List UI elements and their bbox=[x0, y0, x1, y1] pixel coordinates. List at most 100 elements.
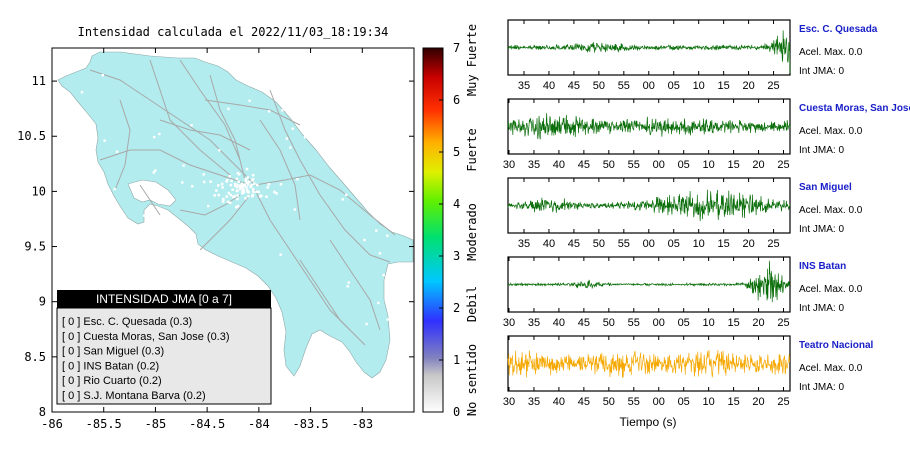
waveform-tick-label: 30 bbox=[503, 396, 515, 408]
waveform-tick-label: 00 bbox=[653, 159, 665, 171]
map-x-axis: -86 -85.5 -85 -84.5 -84 -83.5 -83 bbox=[41, 48, 373, 431]
int-jma-label: Int JMA: 0 bbox=[799, 382, 844, 393]
waveform-tick-label: 35 bbox=[528, 159, 540, 171]
waveform-tick-label: 45 bbox=[578, 159, 590, 171]
town-marker bbox=[363, 238, 366, 242]
city-marker bbox=[255, 190, 258, 194]
city-marker bbox=[237, 173, 241, 176]
road bbox=[89, 69, 256, 186]
city-marker bbox=[231, 188, 234, 191]
city-marker bbox=[222, 197, 225, 201]
waveform-tick-label: 25 bbox=[777, 317, 789, 329]
city-marker bbox=[236, 197, 239, 201]
town-marker bbox=[101, 74, 104, 77]
legend-item: [ 0 ] Rio Cuarto (0.2) bbox=[62, 375, 162, 387]
town-marker bbox=[80, 91, 84, 94]
waveform-tick-label: 20 bbox=[752, 317, 764, 329]
waveform-tick-label: 10 bbox=[693, 80, 705, 92]
map-frame bbox=[51, 47, 415, 413]
city-marker bbox=[251, 179, 254, 182]
city-marker bbox=[203, 180, 206, 184]
map-x-tick-label: -83.5 bbox=[293, 417, 329, 431]
city-marker bbox=[227, 191, 231, 195]
legend-item: [ 0 ] Esc. C. Quesada (0.3) bbox=[62, 316, 192, 328]
city-marker bbox=[225, 180, 228, 183]
waveform-tick-label: 45 bbox=[568, 238, 580, 250]
waveform-tick-label: 10 bbox=[693, 238, 705, 250]
city-marker bbox=[249, 185, 252, 189]
road bbox=[254, 174, 396, 236]
road bbox=[179, 194, 241, 216]
city-marker bbox=[266, 186, 269, 189]
waveform-tick-label: 15 bbox=[727, 159, 739, 171]
town-marker bbox=[91, 286, 94, 289]
city-marker bbox=[240, 182, 244, 186]
town-marker bbox=[141, 244, 144, 248]
town-marker bbox=[190, 124, 193, 127]
city-marker bbox=[246, 176, 249, 179]
city-marker bbox=[236, 189, 239, 193]
town-marker bbox=[116, 232, 120, 235]
waveform-trace bbox=[507, 30, 791, 74]
waveform-tick-label: 05 bbox=[678, 159, 690, 171]
city-marker bbox=[244, 178, 247, 181]
int-jma-label: Int JMA: 0 bbox=[799, 66, 844, 77]
colorbar-tick-label: 3 bbox=[453, 249, 460, 263]
town-marker bbox=[143, 214, 146, 217]
waveform-tick-label: 05 bbox=[668, 80, 680, 92]
city-marker bbox=[235, 185, 239, 188]
city-marker bbox=[235, 177, 239, 181]
city-marker bbox=[230, 179, 233, 182]
waveform-panels: 35 40 45 50 55 00 05 10 15 20 25 Esc. C. Quesada Ace… bbox=[503, 19, 910, 408]
map-area bbox=[57, 51, 414, 379]
town-marker bbox=[158, 132, 161, 136]
town-marker bbox=[281, 109, 284, 112]
map-x-tick-label: -84.5 bbox=[189, 417, 225, 431]
waveform-tick-label: 50 bbox=[603, 396, 615, 408]
waveform-tick-label: 50 bbox=[603, 317, 615, 329]
waveform-tick-label: 00 bbox=[653, 396, 665, 408]
colorbar-tick-label: 6 bbox=[453, 93, 460, 107]
city-marker bbox=[226, 178, 229, 182]
waveform-tick-label: 05 bbox=[678, 317, 690, 329]
city-marker bbox=[251, 188, 255, 191]
town-marker bbox=[180, 241, 183, 244]
waveform-tick-label: 10 bbox=[703, 317, 715, 329]
station-name: San Miguel bbox=[799, 182, 852, 193]
town-marker bbox=[377, 301, 380, 305]
legend-body bbox=[56, 307, 272, 405]
town-marker bbox=[293, 208, 296, 211]
waveform-tick-label: 55 bbox=[628, 317, 640, 329]
road bbox=[99, 149, 251, 186]
waveform-tick-label: 20 bbox=[752, 396, 764, 408]
station-name: Cuesta Moras, San Jose bbox=[799, 103, 910, 114]
waveform-tick-label: 40 bbox=[553, 396, 565, 408]
waveform-tick-label: 30 bbox=[503, 317, 515, 329]
colorbar-level-label: Fuerte bbox=[465, 128, 479, 171]
town-marker bbox=[257, 190, 260, 194]
waveform-tick-label: 05 bbox=[668, 238, 680, 250]
waveform-tick-label: 40 bbox=[553, 317, 565, 329]
city-marker bbox=[247, 183, 250, 186]
road bbox=[199, 194, 251, 251]
city-marker bbox=[267, 183, 271, 186]
city-marker bbox=[251, 194, 254, 198]
colorbar-level-label: Debil bbox=[465, 286, 479, 322]
road bbox=[179, 59, 241, 161]
map-y-tick-label: 11 bbox=[32, 74, 46, 88]
town-marker bbox=[347, 281, 350, 284]
waveform-trace bbox=[507, 349, 791, 378]
accel-max-label: Acel. Max. 0.0 bbox=[799, 284, 863, 295]
town-marker bbox=[382, 166, 385, 169]
town-marker bbox=[245, 81, 248, 84]
road bbox=[204, 99, 301, 126]
waveform-tick-label: 05 bbox=[678, 396, 690, 408]
waveform-trace bbox=[507, 113, 791, 140]
waveform-tick-label: 15 bbox=[718, 80, 730, 92]
city-marker bbox=[245, 167, 249, 171]
city-marker bbox=[246, 188, 249, 192]
waveform-tick-label: 15 bbox=[727, 317, 739, 329]
colorbar-ticks: 0 1 2 3 4 5 6 7 bbox=[439, 41, 460, 419]
city-marker bbox=[242, 184, 246, 188]
